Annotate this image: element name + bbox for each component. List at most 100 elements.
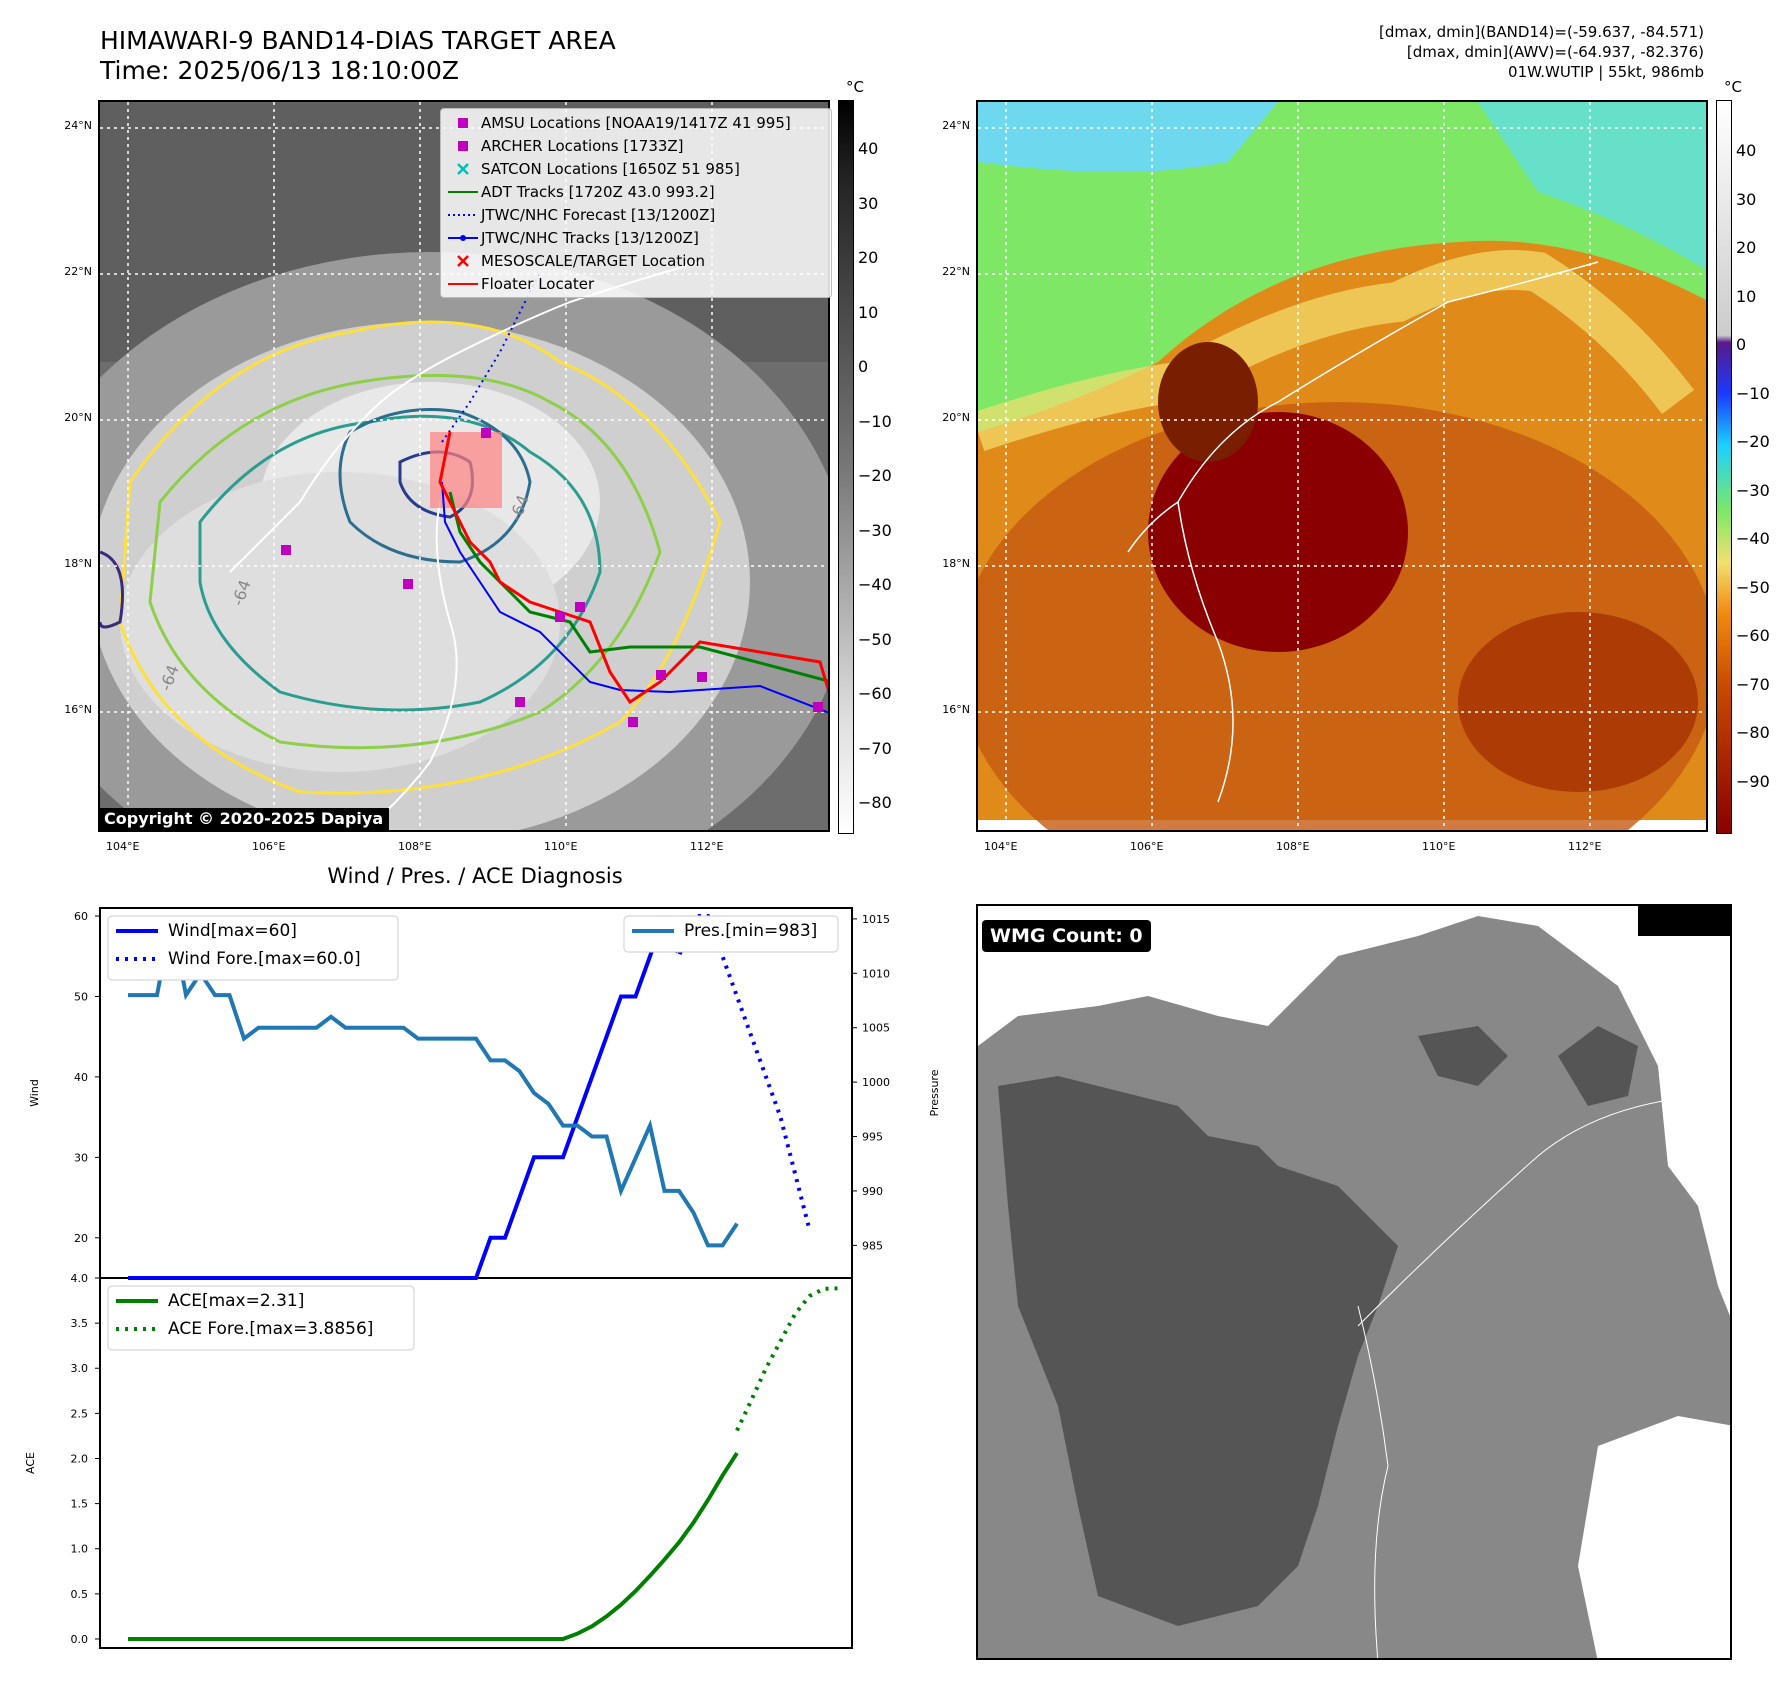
square-marker-icon: [445, 117, 481, 129]
legend-entry: Floater Locater: [445, 272, 827, 295]
colorbar-tick: −30: [858, 520, 892, 540]
legend-label: JTWC/NHC Tracks [13/1200Z]: [481, 228, 699, 247]
colorbar-tick: 10: [1736, 286, 1757, 306]
colorbar-tick: 0: [1736, 335, 1747, 354]
y2-tick-label: 1000: [862, 1076, 890, 1089]
lat-label: 22°N: [942, 265, 970, 278]
lat-label: 16°N: [942, 703, 970, 716]
lon-label: 108°E: [398, 840, 432, 853]
wind-legend: [107, 915, 399, 981]
x-marker-icon: [445, 162, 481, 175]
colorbar-tick: −40: [1736, 529, 1770, 548]
lat-label: 16°N: [64, 703, 92, 716]
y-tick-label: 60: [74, 910, 88, 923]
y-tick-label: 1.0: [71, 1543, 89, 1556]
line-marker-icon: [445, 278, 481, 290]
colorbar-tick: −30: [1736, 480, 1770, 500]
lon-label: 110°E: [544, 840, 578, 853]
colorbar-tick: −40: [858, 575, 892, 594]
ace-forecast-line: [735, 1286, 839, 1432]
legend-entry: MESOSCALE/TARGET Location: [445, 249, 827, 272]
wind-axis-label: Wind: [28, 1079, 41, 1107]
colorbar-tick: −60: [1736, 626, 1770, 645]
colorbar-tick: 10: [858, 302, 879, 322]
colorbar-tick: −60: [858, 684, 892, 703]
figure-title-line2: Time: 2025/06/13 18:10:00Z: [100, 56, 459, 85]
legend-label: SATCON Locations [1650Z 51 985]: [481, 159, 740, 178]
copyright-badge: Copyright © 2020-2025 Dapiya: [98, 808, 390, 830]
legend-entry: AMSU Locations [NOAA19/1417Z 41 995]: [445, 111, 827, 134]
diagnosis-title: Wind / Pres. / ACE Diagnosis: [327, 864, 623, 888]
legend-label: Pres.[min=983]: [684, 921, 817, 941]
colorbar-tick: −80: [1736, 723, 1770, 742]
lat-label: 24°N: [942, 119, 970, 132]
info-line-2: [dmax, dmin](AWV)=(-64.937, -82.376): [1406, 43, 1704, 61]
y2-tick-label: 985: [862, 1239, 883, 1252]
colorbar-tick: −50: [1736, 577, 1770, 597]
wmg-panel: [976, 904, 1732, 1660]
y-tick-label: 40: [74, 1071, 88, 1084]
awv-map-panel: [976, 100, 1708, 832]
lat-label: 18°N: [64, 557, 92, 570]
y-tick-label: 0.5: [71, 1588, 89, 1601]
legend-label: ACE[max=2.31]: [168, 1291, 304, 1311]
ir-map-panel: -64 -64 -64: [98, 100, 830, 832]
lat-label: 22°N: [64, 265, 92, 278]
dotted-marker-icon: [445, 209, 481, 221]
legend-label: ADT Tracks [1720Z 43.0 993.2]: [481, 182, 715, 201]
ir-colorbar-ticks: 40 30 20 10 0 −10 −20 −30 −40 −50 −60 −70 −80: [858, 100, 908, 832]
ir-colorbar: [838, 100, 854, 834]
y-tick-label: 20: [74, 1232, 88, 1245]
wmg-count-badge: WMG Count: 0: [982, 920, 1151, 952]
lon-label: 108°E: [1276, 840, 1310, 853]
colorbar-tick: −10: [858, 411, 892, 431]
figure-title: HIMAWARI-9 BAND14-DIAS TARGET AREA Time:…: [100, 26, 616, 86]
y-tick-label: 2.0: [71, 1452, 89, 1465]
awv-lat-labels: 24°N 22°N 20°N 18°N 16°N: [918, 100, 974, 832]
colorbar-tick: −90: [1736, 771, 1770, 791]
legend-label: MESOSCALE/TARGET Location: [481, 251, 706, 270]
awv-map-image: [978, 102, 1706, 830]
y-tick-label: 50: [74, 990, 88, 1003]
y-tick-label: 0.0: [71, 1633, 89, 1646]
colorbar-tick: 30: [858, 193, 879, 213]
dotline-marker-icon: [445, 232, 481, 244]
colorbar-tick: 40: [858, 139, 879, 158]
colorbar-tick: −70: [858, 738, 892, 758]
ace-axis-label: ACE: [24, 1452, 37, 1474]
awv-colorbar-ticks: 40 30 20 10 0 −10 −20 −30 −40 −50 −60 −70 −80 −90: [1736, 100, 1786, 832]
lat-label: 20°N: [64, 411, 92, 424]
lon-label: 110°E: [1422, 840, 1456, 853]
wmg-map-image: [978, 906, 1730, 1658]
ir-map-image: -64 -64 -64: [100, 102, 828, 830]
pressure-axis-label: Pressure: [928, 1069, 941, 1116]
lon-label: 104°E: [106, 840, 140, 853]
pressure-legend: [623, 915, 839, 953]
ir-colorbar-unit: °C: [846, 78, 864, 96]
y2-tick-label: 995: [862, 1131, 883, 1144]
legend-entry: JTWC/NHC Tracks [13/1200Z]: [445, 226, 827, 249]
pressure-line: [128, 918, 739, 1248]
y2-tick-label: 1010: [862, 967, 890, 980]
legend-entry: ARCHER Locations [1733Z]: [445, 134, 827, 157]
storm-info: [dmax, dmin](BAND14)=(-59.637, -84.571) …: [1379, 22, 1704, 82]
colorbar-tick: −10: [1736, 383, 1770, 403]
figure-title-line1: HIMAWARI-9 BAND14-DIAS TARGET AREA: [100, 26, 616, 55]
ir-lon-labels: 104°E 106°E 108°E 110°E 112°E: [98, 840, 830, 860]
colorbar-tick: 20: [1736, 238, 1757, 257]
awv-colorbar-unit: °C: [1724, 78, 1742, 96]
colorbar-tick: 0: [858, 357, 869, 376]
lon-label: 112°E: [1568, 840, 1602, 853]
wind-forecast-line: [662, 914, 812, 1231]
lat-label: 18°N: [942, 557, 970, 570]
info-line-1: [dmax, dmin](BAND14)=(-59.637, -84.571): [1379, 23, 1704, 41]
lon-label: 112°E: [690, 840, 724, 853]
y-tick-label: 2.5: [71, 1407, 89, 1420]
line-marker-icon: [445, 186, 481, 198]
legend-entry: ADT Tracks [1720Z 43.0 993.2]: [445, 180, 827, 203]
legend-label: JTWC/NHC Forecast [13/1200Z]: [481, 205, 716, 224]
legend-label: ARCHER Locations [1733Z]: [481, 136, 684, 155]
ace-legend: [107, 1285, 415, 1351]
colorbar-tick: −20: [858, 466, 892, 485]
y-tick-label: 3.0: [71, 1362, 89, 1375]
